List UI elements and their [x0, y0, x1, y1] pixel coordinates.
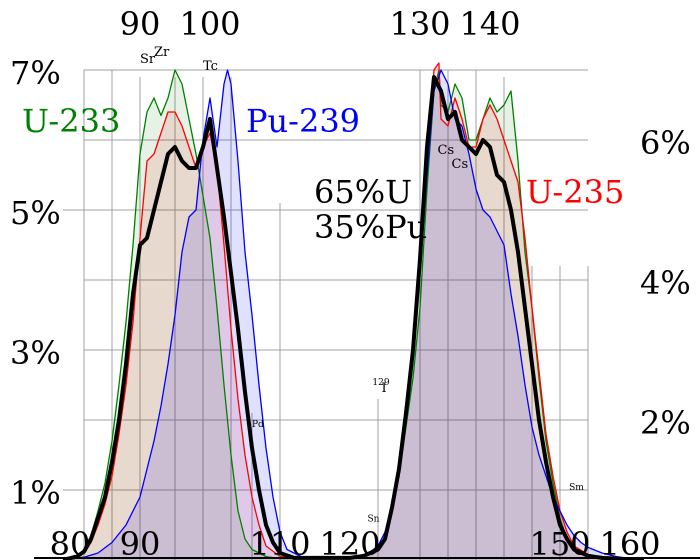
x-tick-label-bottom-90: 90: [120, 525, 161, 560]
y-tick-label-left-3: 3%: [10, 334, 61, 372]
mix-label-line2: 35%Pu: [314, 208, 427, 246]
x-tick-label-top-140: 140: [459, 5, 520, 43]
element-label-pd-3: Pd: [252, 420, 264, 430]
element-label-sr-0: Sr: [140, 52, 156, 67]
series-line-65-u-35-pu: [62, 75, 645, 560]
element-label-sn-6: Sn: [368, 515, 380, 525]
x-tick-label-bottom-80: 80: [50, 525, 91, 560]
element-label-cs-8: Cs: [452, 157, 469, 172]
x-tick-label-top-130: 130: [389, 5, 450, 43]
series-area-pu-239: [63, 70, 644, 560]
y-tick-label-right-4: 4%: [640, 264, 691, 302]
y-tick-labels: 1% 3% 5% 7% 2% 4% 6%: [10, 54, 691, 512]
element-label-cs-7: Cs: [438, 143, 455, 158]
element-label-tc-2: Tc: [203, 59, 218, 74]
y-tick-label-left-1: 1%: [10, 474, 61, 512]
x-tick-label-bottom-150: 150: [529, 525, 590, 560]
series-area-u-233: [63, 70, 644, 560]
x-tick-label-top-100: 100: [179, 5, 240, 43]
series-label-u233: U-233: [22, 102, 120, 140]
y-tick-label-left-7: 7%: [10, 54, 61, 92]
element-label-zr-1: Zr: [154, 45, 170, 60]
y-tick-label-left-5: 5%: [10, 194, 61, 232]
series-lines: [62, 62, 645, 560]
element-label-129-4: 129: [372, 378, 389, 388]
element-label-i-5: I: [382, 381, 387, 396]
x-tick-label-bottom-110: 110: [249, 525, 310, 560]
x-tick-label-top-90: 90: [120, 5, 161, 43]
x-tick-label-bottom-160: 160: [599, 525, 660, 560]
y-tick-label-right-6: 6%: [640, 124, 691, 162]
series-areas: [63, 63, 644, 560]
element-label-sm-9: Sm: [569, 483, 584, 493]
series-label-pu239: Pu-239: [246, 102, 360, 140]
series-area-u-235: [63, 63, 644, 560]
x-tick-label-bottom-120: 120: [319, 525, 380, 560]
mix-label-line1: 65%U: [314, 173, 412, 211]
series-label-u235: U-235: [526, 173, 624, 211]
y-tick-label-right-2: 2%: [640, 404, 691, 442]
x-tick-labels: 80 90 110 120 150 160 90 100 130 140: [50, 5, 661, 560]
